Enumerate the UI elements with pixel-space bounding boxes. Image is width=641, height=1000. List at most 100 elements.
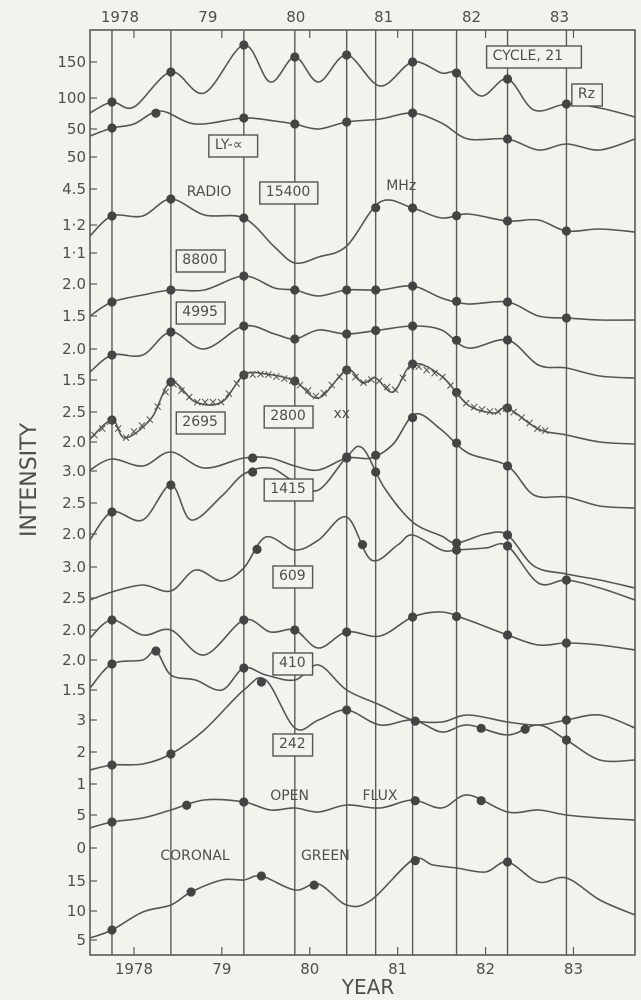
data-point-ly [408, 108, 418, 118]
x-mark-2800: × [358, 376, 368, 390]
series-line-ly [89, 110, 636, 151]
series-line-15400 [89, 198, 636, 265]
plot-frame [89, 29, 636, 956]
annotation-box-2800 [263, 405, 314, 429]
annotation-flux: FLUX [363, 788, 398, 804]
data-point-2800 [342, 365, 352, 375]
x-mark-2800: × [382, 380, 392, 394]
annotation-box-rz [571, 83, 603, 107]
data-point-ly [151, 108, 161, 118]
annotation-green: GREEN [301, 848, 350, 864]
x-mark-2800: × [248, 368, 258, 382]
annotation-1415: 1415 [270, 481, 306, 497]
data-point-410 [342, 627, 352, 637]
data-point-15400 [371, 203, 381, 213]
x-mark-2800: × [295, 378, 305, 392]
data-point-rz [166, 67, 176, 77]
data-point-4995 [166, 327, 176, 337]
data-point-2800 [107, 415, 117, 425]
data-point-open-flux [520, 724, 530, 734]
data-point-15400 [502, 216, 513, 226]
data-point-coronal-green-lower [309, 880, 319, 890]
data-point-8800 [408, 281, 418, 291]
data-point-15400 [451, 211, 462, 221]
annotation-open: OPEN [270, 788, 309, 804]
x-mark-2800: × [240, 368, 250, 382]
x-tick-label-top: 81 [374, 8, 393, 26]
annotation-410: 410 [279, 655, 306, 671]
y-tick-label: 2.5 [62, 589, 86, 607]
x-mark-2800: × [279, 371, 289, 385]
x-mark-2800: × [137, 418, 147, 432]
x-mark-2800: × [477, 402, 487, 416]
data-point-2800 [408, 359, 418, 369]
y-tick-label: 100 [57, 89, 86, 107]
x-mark-2800: × [256, 367, 266, 381]
y-tick-label: 3 [76, 711, 86, 729]
annotation-box-2695 [175, 411, 226, 435]
x-tick-label-top: 79 [198, 8, 217, 26]
y-tick-label: 50 [67, 148, 86, 166]
data-point-2800 [239, 370, 249, 380]
x-mark-2800: × [469, 400, 479, 414]
data-point-open-flux [342, 705, 352, 715]
data-point-4995 [408, 321, 418, 331]
data-point-15400 [239, 213, 249, 223]
data-point-8800 [342, 285, 352, 295]
data-point-15400 [107, 211, 117, 221]
annotation-box-1415 [263, 478, 314, 502]
data-point-8800 [239, 271, 249, 281]
x-mark-2800: × [390, 382, 400, 396]
y-tick-label: 50 [67, 120, 86, 138]
y-tick-label: 2.0 [62, 275, 86, 293]
x-tick-label-bottom: 79 [212, 960, 231, 978]
y-tick-label: 1·1 [62, 244, 86, 262]
annotation-cycle-21: CYCLE, 21 [493, 48, 563, 64]
data-point-4995 [451, 335, 462, 345]
annotation-mhz: MHz [386, 178, 416, 194]
x-tick-label-top: 83 [550, 8, 569, 26]
data-point-8800 [166, 285, 176, 295]
x-mark-2800: × [366, 373, 376, 387]
data-point-1415 [502, 530, 513, 540]
data-point-coronal-green [476, 796, 486, 806]
data-point-open-flux [561, 735, 572, 745]
data-point-coronal-green-lower [186, 887, 196, 897]
y-tick-label: 15 [67, 872, 86, 890]
x-mark-2800: × [445, 379, 455, 393]
data-point-coronal-green [239, 797, 249, 807]
data-point-609 [561, 575, 572, 585]
data-point-2695 [408, 413, 418, 423]
y-tick-label: 2.0 [62, 651, 86, 669]
x-mark-2800: × [485, 405, 495, 419]
data-point-1415 [371, 467, 381, 477]
y-tick-label: 0 [76, 839, 86, 857]
data-point-8800 [371, 285, 381, 295]
x-mark-2800: × [184, 390, 194, 404]
series-line-609 [89, 516, 636, 601]
data-point-1415 [107, 507, 117, 517]
x-mark-2800: × [113, 421, 123, 435]
y-tick-label: 150 [57, 53, 86, 71]
x-mark-2800: × [176, 384, 186, 398]
x-mark-2800: × [540, 424, 550, 438]
annotation-2800: 2800 [270, 408, 306, 424]
data-point-410 [239, 615, 249, 625]
x-axis-label: YEAR [341, 975, 395, 999]
x-mark-2800: × [319, 386, 329, 400]
annotation-rz: Rz [578, 86, 595, 102]
x-mark-2800: × [374, 374, 384, 388]
data-point-rz [290, 52, 300, 62]
x-mark-2800: × [430, 366, 440, 380]
data-point-15400 [561, 226, 572, 236]
x-mark-2800: × [398, 371, 408, 385]
x-mark-2800: × [271, 370, 281, 384]
annotation-8800: 8800 [182, 252, 218, 268]
annotation-box-15400 [259, 181, 319, 205]
data-point-open-flux [107, 760, 117, 770]
data-point-609 [252, 544, 262, 555]
data-point-rz [239, 40, 249, 50]
data-point-coronal-green-lower [410, 856, 420, 866]
data-point-242 [151, 646, 161, 656]
x-mark-2800: × [105, 415, 115, 429]
